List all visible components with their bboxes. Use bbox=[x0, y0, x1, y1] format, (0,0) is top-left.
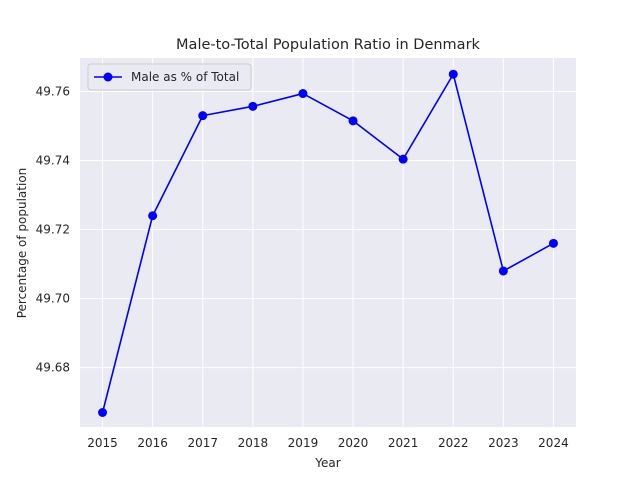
data-point bbox=[398, 154, 408, 164]
x-tick-label: 2018 bbox=[238, 436, 269, 450]
y-axis-label: Percentage of population bbox=[15, 168, 29, 319]
data-point bbox=[348, 116, 358, 126]
x-tick-label: 2021 bbox=[388, 436, 419, 450]
y-tick-label: 49.72 bbox=[36, 223, 70, 237]
data-point bbox=[98, 408, 108, 418]
x-tick-label: 2024 bbox=[538, 436, 569, 450]
legend: Male as % of Total bbox=[87, 63, 252, 91]
legend-label: Male as % of Total bbox=[131, 70, 239, 84]
series-layer bbox=[98, 69, 558, 418]
series-line bbox=[101, 73, 554, 413]
x-tick-label: 2015 bbox=[87, 436, 118, 450]
x-tick-label: 2020 bbox=[338, 436, 369, 450]
y-tick-label: 49.68 bbox=[36, 361, 70, 375]
y-tick-label: 49.70 bbox=[36, 292, 70, 306]
x-tick-label: 2017 bbox=[187, 436, 218, 450]
data-point bbox=[148, 211, 158, 221]
legend-box bbox=[87, 63, 252, 91]
y-tick-label: 49.74 bbox=[36, 154, 70, 168]
legend-point-marker bbox=[103, 72, 113, 82]
x-axis-ticks: 2015 2016 2017 2018 2019 2020 2021 2022 2023 2024 bbox=[87, 436, 568, 450]
data-point bbox=[498, 266, 508, 276]
chart-title: Male-to-Total Population Ratio in Denmar… bbox=[176, 37, 480, 53]
x-tick-label: 2019 bbox=[288, 436, 319, 450]
plot-area bbox=[80, 58, 576, 427]
y-tick-label: 49.76 bbox=[36, 84, 70, 98]
data-point bbox=[198, 111, 208, 121]
x-tick-label: 2022 bbox=[438, 436, 469, 450]
x-tick-label: 2023 bbox=[488, 436, 519, 450]
data-point bbox=[298, 89, 308, 99]
data-point bbox=[248, 101, 258, 111]
x-tick-label: 2016 bbox=[137, 436, 168, 450]
data-point bbox=[448, 69, 458, 79]
data-point bbox=[548, 238, 558, 248]
x-axis-label: Year bbox=[314, 456, 340, 470]
y-axis-ticks: 49.68 49.70 49.72 49.74 49.76 bbox=[36, 84, 70, 374]
